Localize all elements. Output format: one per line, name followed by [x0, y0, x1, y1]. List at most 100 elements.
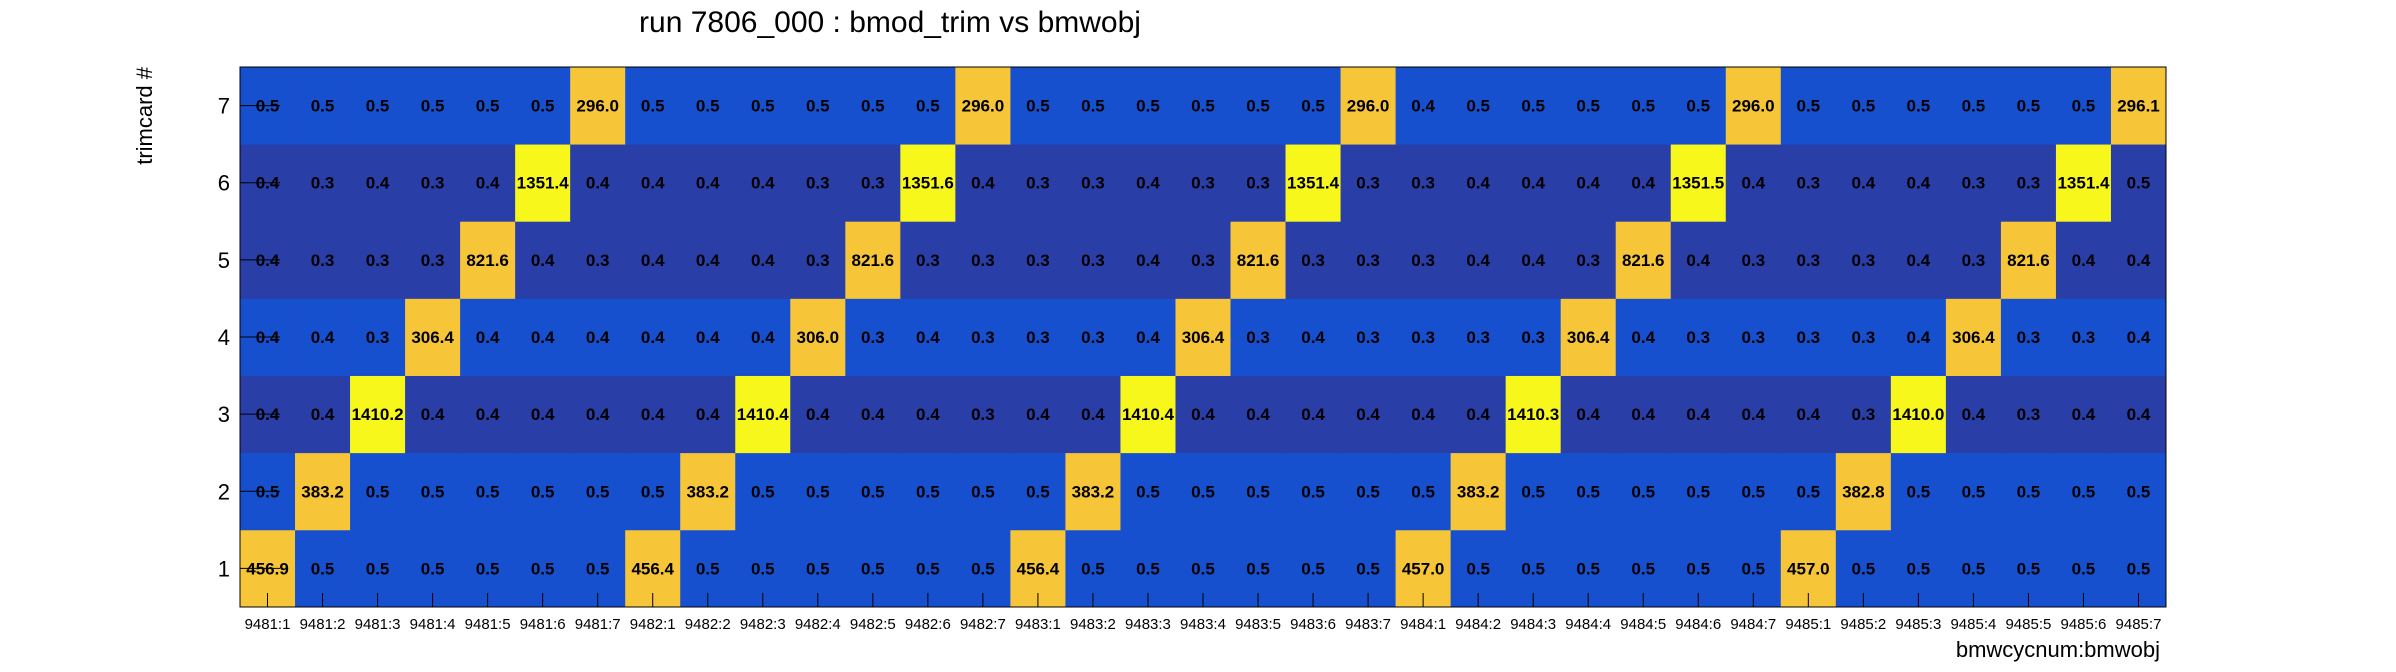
cell-value-label: 0.4	[1136, 251, 1160, 270]
heatmap-cell	[1065, 67, 1121, 145]
heatmap-cell	[1010, 67, 1066, 145]
cell-value-label: 0.4	[586, 328, 610, 347]
cell-value-label: 0.4	[696, 328, 720, 347]
x-tick-label: 9485:2	[1840, 616, 1886, 633]
cell-value-label: 296.1	[2117, 97, 2160, 116]
cell-value-label: 0.4	[1466, 251, 1490, 270]
y-tick-label: 1	[218, 556, 230, 581]
cell-value-label: 0.4	[1521, 251, 1545, 270]
cell-value-label: 0.5	[971, 482, 995, 501]
cell-value-label: 0.5	[1081, 97, 1105, 116]
heatmap-cell	[680, 298, 736, 376]
heatmap-cell	[1395, 67, 1452, 145]
heatmap-cell	[295, 452, 351, 531]
cell-value-label: 0.3	[1356, 251, 1380, 270]
x-axis-title: bmwcycnum:bmwobj	[1956, 637, 2160, 662]
cell-value-label: 0.3	[1962, 174, 1986, 193]
x-tick-label: 9481:6	[520, 616, 566, 633]
x-tick-label: 9485:4	[1950, 616, 1996, 633]
heatmap-cell	[570, 144, 626, 222]
heatmap-cell	[2055, 375, 2112, 454]
cell-value-label: 0.4	[1466, 174, 1490, 193]
cell-value-label: 383.2	[1457, 482, 1500, 501]
heatmap-cell	[1065, 221, 1121, 299]
cell-value-label: 0.4	[1852, 174, 1876, 193]
heatmap-cell	[955, 452, 1011, 531]
heatmap-cell-labels: 456.9 0.5 0.5 0.5 0.5 0.5 0.5 456.4 0.5 0.5 0.5 0.5…	[246, 97, 2160, 579]
heatmap-cell	[1780, 67, 1837, 145]
cell-value-label: 0.5	[1907, 97, 1931, 116]
heatmap-cell	[680, 452, 736, 531]
heatmap-cell	[1505, 452, 1562, 531]
cell-value-label: 0.5	[1576, 97, 1600, 116]
cell-value-label: 0.3	[1796, 174, 1820, 193]
heatmap-cell	[405, 375, 461, 454]
heatmap-cell	[460, 144, 516, 222]
cell-value-label: 457.0	[1787, 559, 1830, 578]
heatmap-cell	[2110, 144, 2167, 222]
cell-value-label: 0.4	[1907, 328, 1931, 347]
cell-value-label: 0.3	[1191, 251, 1215, 270]
x-tick-label: 9484:6	[1675, 616, 1721, 633]
cell-value-label: 0.4	[311, 328, 335, 347]
cell-value-label: 0.3	[2017, 405, 2041, 424]
x-tick-label: 9484:4	[1565, 616, 1611, 633]
cell-value-label: 0.4	[421, 405, 445, 424]
cell-value-label: 0.3	[971, 251, 995, 270]
heatmap-cell	[955, 221, 1011, 299]
heatmap-cell	[1505, 375, 1562, 454]
x-tick-label: 9484:3	[1510, 616, 1556, 633]
cell-value-label: 0.4	[531, 328, 555, 347]
cell-value-label: 1410.4	[1122, 405, 1175, 424]
heatmap-cell	[900, 144, 956, 222]
cell-value-label: 306.4	[1567, 328, 1610, 347]
heatmap-cell	[955, 144, 1011, 222]
heatmap-cell	[1945, 67, 2002, 145]
heatmap-cell	[350, 67, 406, 145]
heatmap-cell	[625, 221, 681, 299]
heatmap-cell	[2000, 298, 2057, 376]
y-tick-label: 7	[218, 94, 230, 119]
cell-value-label: 1410.0	[1892, 405, 1944, 424]
cell-value-label: 0.5	[641, 482, 665, 501]
cell-value-label: 0.3	[916, 251, 940, 270]
cell-value-label: 0.5	[696, 97, 720, 116]
cell-value-label: 0.3	[861, 328, 885, 347]
heatmap-cell	[2110, 452, 2167, 531]
heatmap-cell	[295, 375, 351, 454]
cell-value-label: 1351.4	[517, 174, 570, 193]
cell-value-label: 0.4	[696, 251, 720, 270]
heatmap-cell	[1230, 221, 1286, 299]
heatmap-cell	[460, 375, 516, 454]
cell-value-label: 0.5	[1521, 97, 1545, 116]
cell-value-label: 0.4	[1301, 328, 1325, 347]
cell-value-label: 0.4	[586, 405, 610, 424]
cell-value-label: 0.3	[1356, 174, 1380, 193]
x-tick-label: 9482:5	[850, 616, 896, 633]
cell-value-label: 0.5	[1852, 97, 1876, 116]
cell-value-label: 0.4	[1907, 174, 1931, 193]
y-axis-ticks: 1 2 3 4 5 6 7	[218, 94, 280, 581]
cell-value-label: 0.4	[2127, 251, 2151, 270]
heatmap-cell	[1010, 375, 1066, 454]
heatmap-cell	[1780, 375, 1837, 454]
heatmap-cell	[2055, 221, 2112, 299]
cell-value-label: 0.3	[1852, 251, 1876, 270]
heatmap-cell	[1450, 375, 1507, 454]
x-tick-label: 9481:3	[355, 616, 401, 633]
heatmap-cell	[350, 221, 406, 299]
cell-value-label: 457.0	[1402, 559, 1445, 578]
cell-value-label: 0.3	[1026, 328, 1050, 347]
cell-value-label: 0.4	[1136, 174, 1160, 193]
cell-value-label: 0.5	[1521, 482, 1545, 501]
cell-value-label: 1351.5	[1672, 174, 1724, 193]
cell-value-label: 0.4	[806, 405, 830, 424]
cell-value-label: 0.4	[1136, 328, 1160, 347]
x-tick-label: 9483:3	[1125, 616, 1171, 633]
heatmap-cell	[735, 298, 791, 376]
cell-value-label: 0.3	[311, 174, 335, 193]
cell-value-label: 0.5	[1411, 482, 1435, 501]
heatmap-cell	[735, 375, 791, 454]
cell-value-label: 0.4	[696, 405, 720, 424]
cell-value-label: 0.4	[366, 174, 390, 193]
